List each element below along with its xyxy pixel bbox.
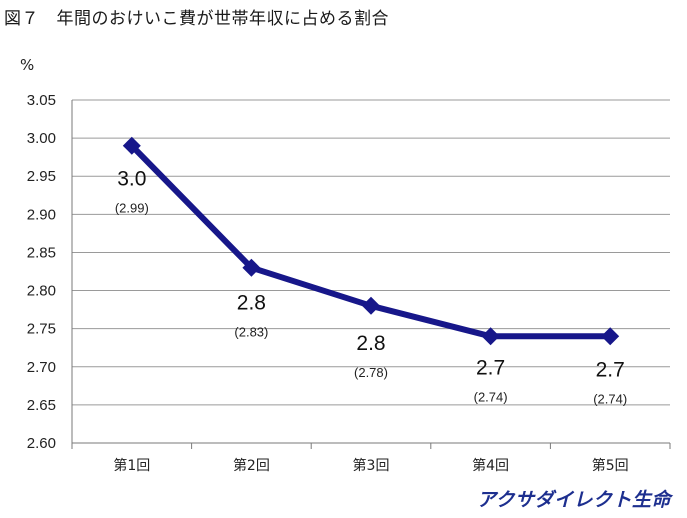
y-tick-label: 2.80 [27,283,56,300]
data-value-label: 2.8 [237,292,266,315]
y-tick-label: 2.70 [27,359,56,376]
data-point-marker [122,136,141,155]
series-line [122,136,620,346]
y-tick-labels: 2.60 2.65 2.70 2.75 2.80 2.85 2.90 2.95 3.00 3.05 [27,92,56,452]
x-category-label: 第1回 [113,457,150,474]
data-value-label: 2.7 [476,356,505,379]
x-category-label: 第4回 [472,457,509,474]
data-labels: 3.0 (2.99) 2.8 (2.83) 2.8 (2.78) 2.7 (2.74) 2.7 (… [115,168,627,407]
y-tick-label: 2.75 [27,321,56,338]
y-axis-unit: % [20,56,35,74]
y-tick-label: 2.85 [27,244,56,261]
y-tick-label: 2.95 [27,168,56,185]
chart-title: 図７ 年間のおけいこ費が世帯年収に占める割合 [4,9,389,29]
data-value-sublabel: (2.99) [115,201,149,216]
data-point-marker [481,327,500,346]
data-value-sublabel: (2.74) [474,389,508,404]
gridlines [71,99,671,449]
y-tick-label: 2.65 [27,397,56,414]
data-value-label: 3.0 [117,168,146,191]
y-tick-label: 3.00 [27,130,56,147]
x-category-label: 第2回 [233,457,270,474]
y-tick-label: 2.60 [27,435,56,452]
brand-logo: アクサダイレクト生命 [476,489,671,511]
y-tick-label: 2.90 [27,206,56,223]
data-value-sublabel: (2.74) [593,391,627,406]
data-point-marker [601,327,620,346]
data-value-sublabel: (2.83) [234,325,268,340]
x-category-label: 第3回 [353,457,390,474]
data-point-marker [362,296,380,315]
data-point-marker [242,258,261,277]
data-value-label: 2.7 [596,358,625,381]
data-value-sublabel: (2.78) [354,365,388,380]
x-category-labels: 第1回 第2回 第3回 第4回 第5回 [113,457,628,474]
x-category-label: 第5回 [592,457,629,474]
y-tick-label: 3.05 [27,92,56,109]
data-value-label: 2.8 [356,332,385,355]
